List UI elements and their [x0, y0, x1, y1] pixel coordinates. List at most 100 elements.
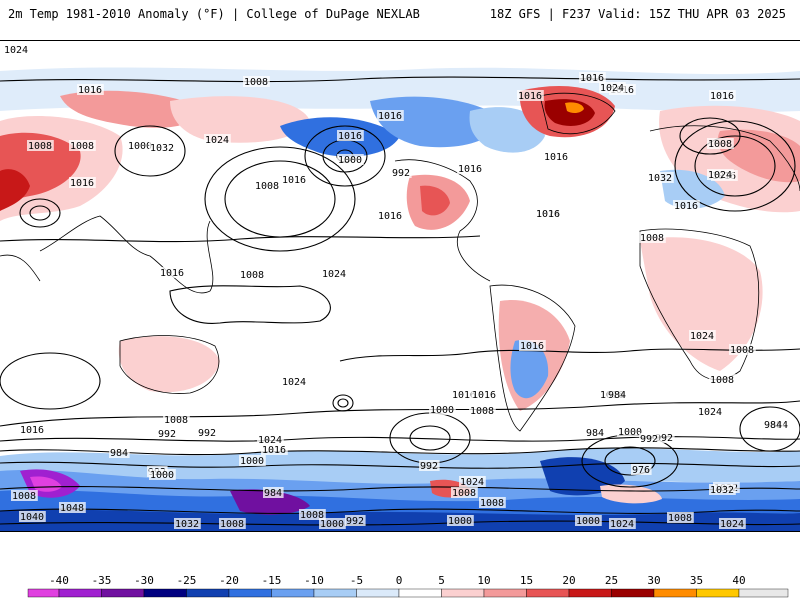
isobar-label-bg [707, 169, 734, 180]
isobar-label: 1008 [28, 141, 52, 152]
isobar-label-bg [709, 374, 736, 385]
isobar-label-bg [391, 167, 412, 178]
model-run-info: 18Z GFS | F237 Valid: 15Z THU APR 03 202… [489, 7, 786, 21]
isobar-label: 1000 [618, 427, 642, 438]
isobar-label: 992 [640, 434, 658, 445]
isobar-label: 1008 [255, 181, 279, 192]
isobar-label: 992 [655, 433, 673, 444]
isobar-label-bg [157, 428, 178, 439]
colorbar-segment [356, 588, 400, 598]
isobar-label: 1016 [518, 91, 542, 102]
isobar-label: 1000 [576, 516, 600, 527]
isobar-label-bg [149, 142, 176, 153]
colorbar-tick-label: 0 [395, 574, 403, 587]
isobar-label: 1000 [240, 456, 264, 467]
isobar-label: 1008 [480, 498, 504, 509]
isobar-label: 1016 [378, 211, 402, 222]
isobar-label: 1016 [338, 131, 362, 142]
isobar-label-bg [281, 376, 308, 387]
colorbar-tick-label: 5 [438, 574, 445, 587]
isobar-label: 1024 [460, 477, 484, 488]
isobar-label: 1008 [164, 415, 188, 426]
isobar-label-bg [673, 200, 700, 211]
isobar-label: 1008 [470, 406, 494, 417]
isobar-label: 1032 [710, 485, 734, 496]
coastlines [0, 92, 800, 432]
isobar-label: 1024 [600, 83, 624, 94]
isobar-label-bg [239, 455, 266, 466]
isobar-label: 1024 [4, 45, 28, 56]
isobar-label: 1016 [544, 152, 568, 163]
isobar-label-bg [19, 511, 46, 522]
isobar-label: 1024 [282, 377, 306, 388]
isobar-label-bg [3, 44, 30, 55]
isobar-label-bg [709, 90, 736, 101]
isobar-label: 1032 [175, 519, 199, 530]
isobar-label-bg [337, 130, 364, 141]
isobar-label: 1008 [240, 270, 264, 281]
isobar-label-bg [719, 518, 746, 529]
isobar-label-bg [174, 518, 201, 529]
isobar-label-bg [27, 140, 54, 151]
header: 2m Temp 1981-2010 Anomaly (°F) | College… [0, 0, 800, 28]
colorbar-segment [653, 588, 697, 598]
isobar-label-bg [263, 487, 284, 498]
isobar-label-bg [519, 340, 546, 351]
isobar-label: 984 [764, 420, 782, 431]
temperature-anomaly-map: 1008101610161016101610081008100010241032… [0, 40, 800, 532]
colorbar-tick-label: -10 [304, 574, 324, 587]
isobar-label-bg [609, 518, 636, 529]
isobar-label: 976 [632, 465, 650, 476]
colorbar-tick-label: 30 [647, 574, 661, 587]
isobar-label: 992 [392, 168, 410, 179]
isobar-label: 1008 [244, 77, 268, 88]
isobar-label: 1016 [452, 390, 476, 401]
colorbar-tick-label: -20 [219, 574, 239, 587]
isobar-label: 1024 [708, 170, 732, 181]
isobar-label: 1000 [338, 155, 362, 166]
isobar-label: 1048 [60, 503, 84, 514]
isobar-label-bg [689, 330, 716, 341]
isobar-label-bg [579, 72, 606, 83]
isobar-label: 1008 [300, 510, 324, 521]
colorbar [27, 588, 789, 598]
isobar-label-bg [281, 174, 308, 185]
anomaly-shading [0, 67, 800, 531]
isobar-label-bg [243, 76, 270, 87]
isobar-label: 1016 [78, 85, 102, 96]
isobar-label: 984 [586, 428, 604, 439]
isobars [0, 76, 800, 526]
isobar-label-bg [471, 389, 498, 400]
colorbar-segment [696, 588, 740, 598]
isobar-label-bg [729, 344, 756, 355]
isobar-label-bg [149, 469, 176, 480]
colorbar-tick-label: -25 [176, 574, 197, 587]
isobar-label-bg [319, 518, 346, 529]
isobar-label-bg [517, 90, 544, 101]
isobar-label: 1000 [448, 516, 472, 527]
isobar-label-bg [204, 134, 231, 145]
colorbar-tick-label: 10 [477, 574, 491, 587]
colorbar-segment [186, 588, 230, 598]
isobar-label: 1016 [710, 91, 734, 102]
isobar-label-bg [479, 497, 506, 508]
isobar-label: 1008 [730, 345, 754, 356]
isobar-label: 1024 [322, 269, 346, 280]
colorbar-tick-label: -5 [349, 574, 364, 587]
colorbar-segment [143, 588, 187, 598]
isobar-label: 1016 [282, 175, 306, 186]
colorbar-segment [101, 588, 145, 598]
isobar-label-bg [239, 269, 266, 280]
isobar-label-bg [607, 389, 628, 400]
isobar-label-bg [459, 476, 486, 487]
colorbar-tick-label: -30 [134, 574, 154, 587]
colorbar-segment [313, 588, 357, 598]
isobar-label: 1016 [378, 111, 402, 122]
colorbar-segment [58, 588, 102, 598]
isobar-label: 1016 [536, 209, 560, 220]
colorbar-segment [271, 588, 315, 598]
isobar-label-bg [337, 154, 364, 165]
isobar-label-bg [707, 138, 734, 149]
isobar-label-bg [219, 518, 246, 529]
isobar-label: 1024 [610, 519, 634, 530]
